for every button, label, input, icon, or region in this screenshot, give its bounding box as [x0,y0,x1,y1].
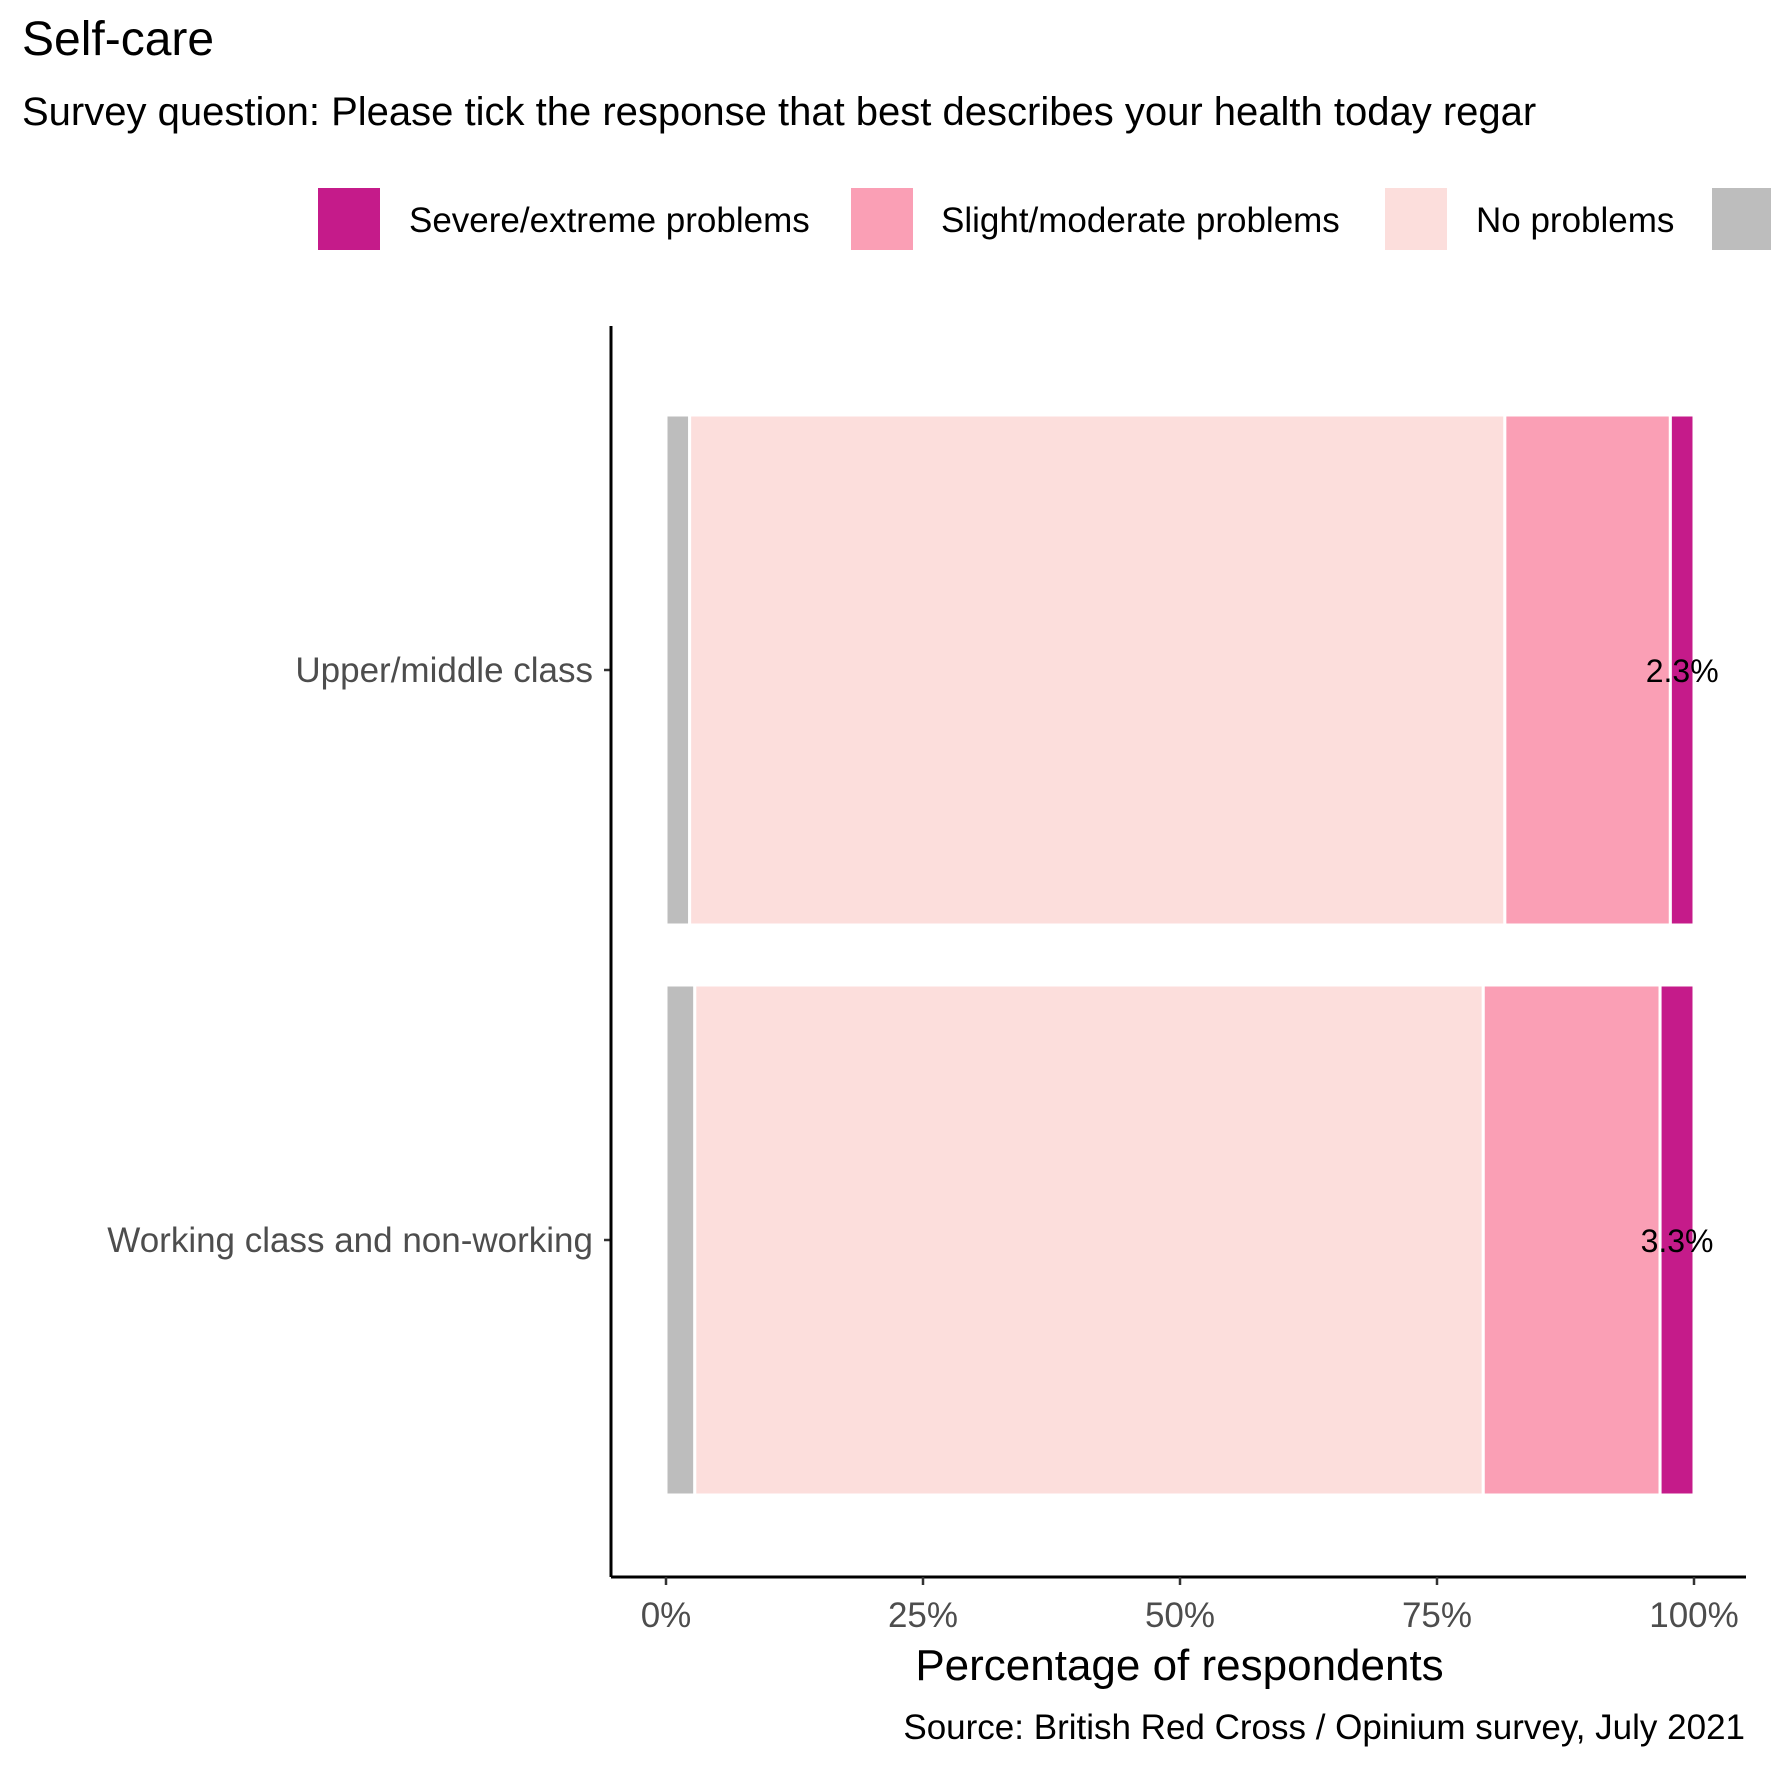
bar-segment-2-3 [1481,983,1662,1497]
legend-key-slight [851,188,913,250]
chart-subtitle: Survey question: Please tick the respons… [22,90,1537,134]
bar-segment-2-2 [693,983,1485,1497]
legend-key-severe [318,188,380,250]
legend-label-none: No problems [1476,201,1675,240]
x-tick-label-2: 25% [888,1596,958,1635]
legend: Severe/extreme problems Slight/moderate … [0,188,1771,254]
y-tick-label-1: Upper/middle class [295,651,593,690]
x-tick-label-5: 100% [1649,1596,1739,1635]
legend-key-grey [1712,188,1771,250]
bar-segment-1-2 [688,413,1507,927]
bar-segment-2-1 [664,983,697,1497]
legend-key-none [1385,188,1447,250]
data-label-2: 3.3% [1641,1223,1714,1259]
x-tick-label-1: 0% [641,1596,692,1635]
chart-caption: Source: British Red Cross / Opinium surv… [903,1708,1745,1747]
chart-title: Self-care [22,13,215,66]
y-tick-label-2: Working class and non-working [107,1221,593,1260]
bar-segment-1-4 [1668,413,1696,927]
data-label-1: 2.3% [1646,653,1719,689]
legend-label-slight: Slight/moderate problems [941,201,1340,240]
bar-segment-2-4 [1658,983,1696,1497]
legend-label-severe: Severe/extreme problems [409,201,810,240]
x-tick-label-3: 50% [1145,1596,1215,1635]
x-tick-label-4: 75% [1402,1596,1472,1635]
bar-segment-1-1 [664,413,692,927]
x-axis-title: Percentage of respondents [915,1641,1443,1690]
